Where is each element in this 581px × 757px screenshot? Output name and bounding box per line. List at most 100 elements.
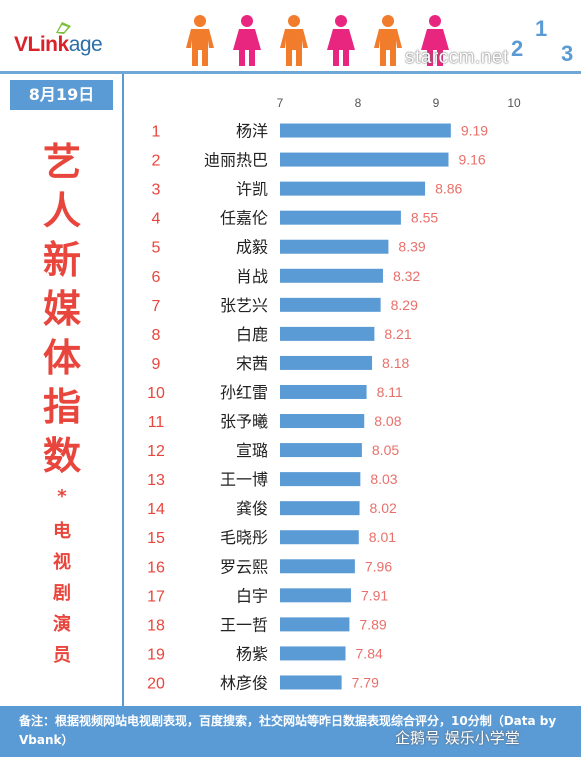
artist-name-label: 罗云熙 — [220, 557, 268, 576]
rank-label: 16 — [147, 559, 165, 576]
left-panel — [0, 74, 124, 706]
male-person-icon — [374, 15, 402, 66]
bar — [280, 268, 383, 283]
artist-name-label: 迪丽热巴 — [204, 151, 268, 170]
title-char: 艺 — [42, 140, 81, 184]
female-person-icon — [327, 15, 355, 66]
artist-name-label: 白鹿 — [236, 325, 268, 344]
bar — [280, 210, 401, 225]
bar-value-label: 7.79 — [352, 674, 379, 690]
bar-value-label: 7.96 — [365, 558, 392, 574]
rank-label: 2 — [152, 153, 161, 170]
date-badge: 8月19日 — [10, 80, 113, 110]
bar-value-label: 8.02 — [370, 500, 397, 516]
artist-name-label: 白宇 — [236, 586, 268, 605]
rank-label: 14 — [147, 501, 165, 518]
bar-value-label: 7.89 — [359, 616, 386, 632]
bar — [280, 646, 346, 661]
title-char: 数 — [42, 434, 81, 478]
page-subtitle: 电 视 剧 演 员 — [50, 516, 74, 671]
bar — [280, 384, 367, 399]
artist-name-label: 宣璐 — [236, 441, 268, 460]
artist-name-label: 宋茜 — [236, 354, 268, 373]
bar-value-label: 8.18 — [382, 355, 409, 371]
rank-label: 15 — [147, 530, 165, 547]
x-tick-label: 8 — [355, 96, 362, 110]
bar-value-label: 7.84 — [356, 645, 383, 661]
rank-label: 3 — [152, 182, 161, 199]
bar — [280, 530, 359, 545]
footer-watermark: 企鹅号 娱乐小学堂 — [395, 729, 520, 747]
artist-name-label: 许凯 — [236, 180, 268, 199]
subtitle-char: 演 — [53, 614, 71, 635]
subtitle-char: 剧 — [53, 583, 71, 604]
subtitle-char: 电 — [53, 521, 71, 542]
podium-icon: 2 1 3 — [507, 16, 577, 66]
x-tick-label: 9 — [433, 96, 440, 110]
site-watermark: starccm.net — [405, 47, 509, 68]
artist-name-label: 王一哲 — [220, 615, 268, 634]
bar-chart: 7 8 9 10 1 杨洋 9.19 2 迪丽热巴 9.16 3 许凯 8.86 4 任嘉伦 8.55 5 成毅 8… — [147, 96, 521, 692]
people-icons — [186, 15, 449, 66]
title-char: 媒 — [42, 287, 81, 331]
bar-value-label: 8.86 — [435, 181, 462, 197]
bar-value-label: 8.08 — [374, 413, 401, 429]
subtitle-char: 员 — [53, 645, 71, 666]
artist-name-label: 王一博 — [220, 470, 268, 489]
bar — [280, 443, 362, 458]
bar — [280, 152, 449, 167]
bar-value-label: 8.32 — [393, 268, 420, 284]
footnote: 备注：根据视频网站电视剧表现，百度搜索，社交网站等昨日数据表现综合评分，10分制… — [19, 714, 557, 747]
bar — [280, 501, 360, 516]
artist-name-label: 林彦俊 — [220, 673, 268, 692]
title-char: 人 — [42, 189, 81, 233]
artist-name-label: 龚俊 — [236, 499, 268, 518]
rank-label: 19 — [147, 646, 165, 663]
male-person-icon — [186, 15, 214, 66]
x-tick-label: 10 — [507, 96, 521, 110]
bar-value-label: 9.19 — [461, 123, 488, 139]
artist-name-label: 成毅 — [236, 238, 268, 257]
header-divider — [0, 71, 581, 74]
artist-name-label: 张予曦 — [220, 412, 268, 431]
left-panel-border — [122, 74, 124, 706]
bar-value-label: 9.16 — [458, 152, 485, 168]
rank-label: 5 — [152, 240, 161, 257]
bar-value-label: 8.03 — [370, 471, 397, 487]
bar — [280, 472, 361, 487]
bar-value-label: 8.01 — [369, 529, 396, 545]
title-asterisk: * — [57, 486, 67, 507]
bar-value-label: 8.11 — [377, 384, 403, 400]
bar — [280, 559, 355, 574]
title-char: 体 — [42, 336, 81, 380]
logo-main-text: VLink — [14, 33, 69, 56]
female-person-icon — [233, 15, 261, 66]
artist-name-label: 杨紫 — [236, 644, 268, 663]
rank-label: 7 — [152, 298, 161, 315]
bar-value-label: 8.21 — [384, 326, 411, 342]
bar-value-label: 7.91 — [361, 587, 388, 603]
rank-label: 13 — [147, 472, 165, 489]
podium-digit-2: 2 — [511, 36, 523, 61]
podium-digit-1: 1 — [535, 16, 547, 41]
bar — [280, 297, 381, 312]
artist-name-label: 孙红雷 — [220, 383, 268, 402]
rank-label: 10 — [147, 385, 165, 402]
rank-label: 12 — [147, 443, 165, 460]
bar-value-label: 8.55 — [411, 210, 438, 226]
bar — [280, 181, 426, 196]
bar — [280, 617, 350, 632]
logo-suffix-text: age — [68, 33, 103, 56]
bar-value-label: 8.29 — [391, 297, 418, 313]
bar — [280, 326, 375, 341]
rank-label: 6 — [152, 269, 161, 286]
artist-name-label: 杨洋 — [236, 122, 268, 141]
bar — [280, 355, 373, 370]
artist-name-label: 毛晓彤 — [220, 528, 268, 547]
artist-name-label: 肖战 — [236, 267, 268, 286]
artist-name-label: 任嘉伦 — [220, 209, 268, 228]
rank-label: 8 — [152, 327, 161, 344]
female-person-icon — [421, 15, 449, 66]
x-tick-label: 7 — [277, 96, 284, 110]
rank-label: 18 — [147, 617, 165, 634]
